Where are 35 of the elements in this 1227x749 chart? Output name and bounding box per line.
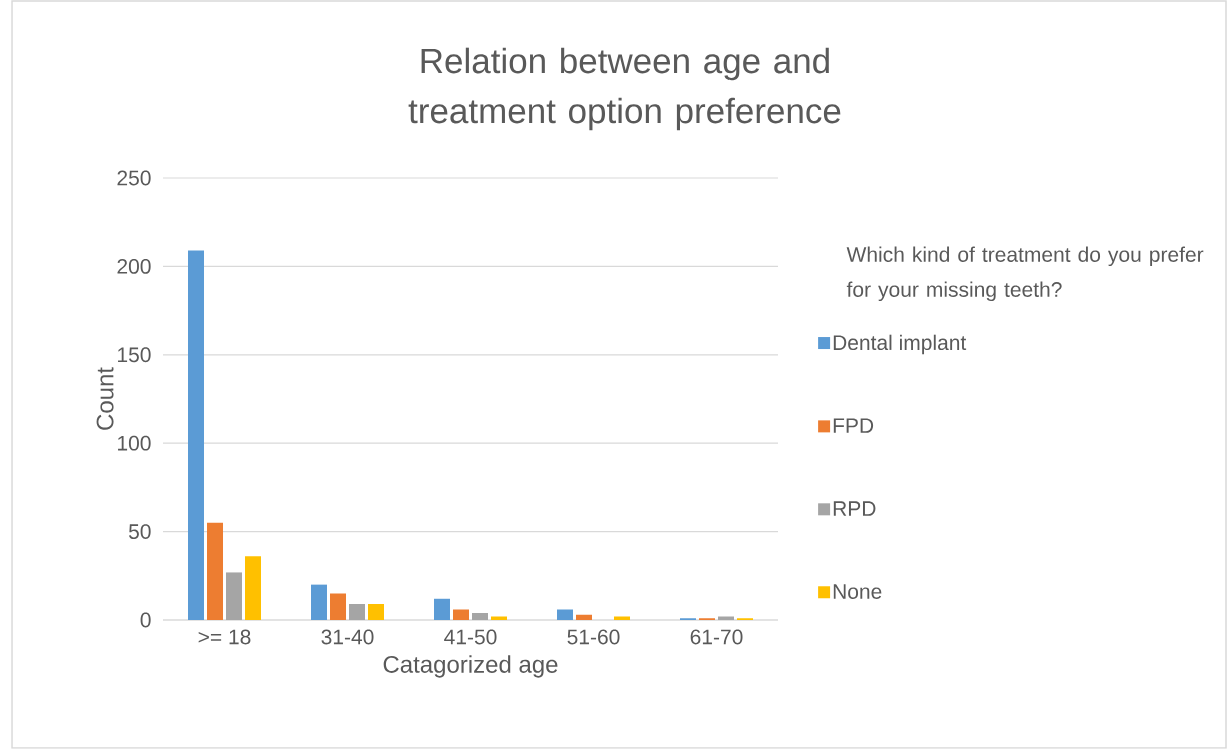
bar [311,584,328,620]
bar [557,609,573,620]
bar [453,609,469,620]
bar [226,572,243,620]
bar [330,593,347,620]
chart-title: Relation between age and treatment option preference [408,47,841,131]
bar [614,616,630,620]
bar [491,616,507,620]
x-tick-label: 41-50 [444,629,497,645]
y-tick-label: 100 [118,435,151,451]
legend-label: FPD [833,418,874,433]
bar [368,604,385,620]
legend-label: RPD [833,501,876,516]
y-tick-label: 250 [117,170,151,186]
x-tick-label: 31-40 [321,629,374,645]
bar [718,616,734,620]
x-tick-label: >= 18 [198,629,251,645]
y-tick-label: 200 [117,258,151,274]
x-axis-title: Catagorized age [383,655,558,678]
bar [434,598,451,620]
x-tick-label: 61-70 [690,629,743,645]
legend-label: Dental implant [833,334,967,355]
x-tick-label: 51-60 [567,629,620,645]
legend-label: None [833,584,882,599]
bar [207,522,224,620]
bar [349,604,366,620]
bar [576,614,592,620]
bar [245,556,262,620]
y-tick-label: 0 [140,612,151,628]
legend-title: Which kind of treatment do you prefer for your missing teeth? [846,246,1204,302]
bar [472,612,488,620]
y-tick-label: 50 [128,524,151,540]
bar [188,250,205,620]
y-tick-label: 150 [118,347,151,363]
y-axis-title: Count [96,367,114,430]
